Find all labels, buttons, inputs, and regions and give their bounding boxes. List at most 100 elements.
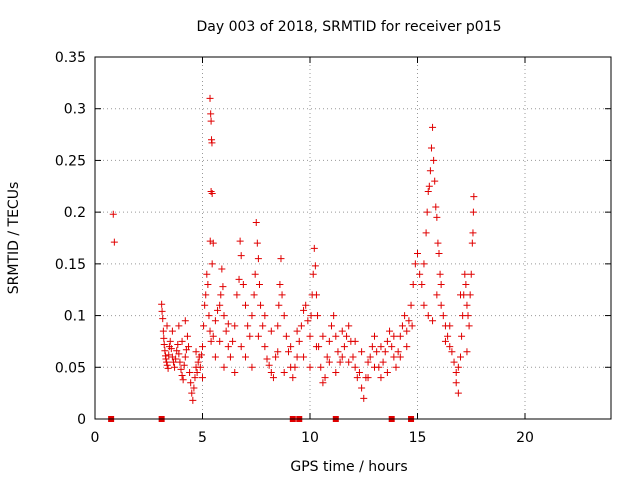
data-point <box>188 389 196 397</box>
data-point <box>390 353 398 361</box>
data-point <box>351 363 359 371</box>
data-point <box>426 167 434 175</box>
data-point <box>205 312 213 320</box>
plot-frame <box>94 56 612 420</box>
data-point <box>278 291 286 299</box>
data-point <box>189 396 197 404</box>
data-point <box>204 281 212 289</box>
data-point <box>267 368 275 376</box>
data-point <box>162 355 170 363</box>
data-point <box>250 291 258 299</box>
data-point <box>408 322 416 330</box>
data-point <box>325 337 333 345</box>
data-point <box>334 348 342 356</box>
data-point <box>207 110 215 118</box>
data-point <box>171 363 179 371</box>
data-point <box>430 156 438 164</box>
data-point <box>407 301 415 309</box>
data-point <box>194 358 202 366</box>
data-point <box>191 374 199 382</box>
data-point <box>309 270 317 278</box>
data-point <box>381 348 389 356</box>
data-point <box>202 291 210 299</box>
data-point <box>469 229 477 237</box>
data-point <box>219 283 227 291</box>
x-axis-label: GPS time / hours <box>290 459 407 475</box>
data-point <box>206 94 214 102</box>
data-point <box>229 337 237 345</box>
data-point <box>280 368 288 376</box>
data-point <box>314 312 322 320</box>
data-point <box>181 317 189 325</box>
data-point <box>199 343 206 351</box>
y-tick-label: 0.35 <box>55 50 86 66</box>
data-point <box>231 368 239 376</box>
data-point <box>109 210 117 218</box>
data-point <box>422 229 430 237</box>
data-point <box>332 368 340 376</box>
data-point <box>349 353 357 361</box>
data-point <box>175 350 183 358</box>
data-point <box>220 312 228 320</box>
data-point <box>351 337 359 345</box>
data-point <box>277 255 285 263</box>
data-point <box>340 343 348 351</box>
data-point <box>209 239 217 247</box>
data-point <box>435 250 443 258</box>
data-point <box>178 372 186 380</box>
data-point <box>312 291 320 299</box>
data-point <box>394 348 402 356</box>
data-point <box>165 351 173 359</box>
data-point <box>414 250 421 258</box>
data-point <box>388 343 396 351</box>
data-point <box>306 363 314 371</box>
data-point <box>310 244 318 252</box>
data-point <box>437 281 445 289</box>
data-point <box>259 322 267 330</box>
data-point <box>465 322 473 330</box>
axis-ticks: 0 0.05 0.1 0.15 0.2 0.25 0.3 0.35 0 5 10 15 20 <box>55 50 611 446</box>
data-point <box>306 332 314 340</box>
data-point <box>411 260 419 268</box>
data-point <box>166 337 174 345</box>
data-point <box>429 317 437 325</box>
data-point <box>248 312 256 320</box>
data-point <box>423 208 431 216</box>
data-point <box>302 301 310 309</box>
data-point <box>355 368 363 376</box>
data-point <box>276 281 284 289</box>
data-point <box>214 306 222 314</box>
data-point <box>163 358 171 366</box>
data-point <box>343 332 351 340</box>
data-point <box>364 358 372 366</box>
data-point <box>446 343 454 351</box>
data-point <box>168 327 176 335</box>
data-point <box>185 343 193 351</box>
data-point <box>192 348 200 356</box>
data-point <box>431 177 439 185</box>
data-point <box>448 348 456 356</box>
data-point <box>368 343 376 351</box>
y-tick-label: 0.1 <box>64 309 86 325</box>
data-point <box>353 374 361 382</box>
data-point <box>371 363 378 371</box>
data-point <box>321 374 329 382</box>
data-point <box>409 281 417 289</box>
data-point <box>246 332 254 340</box>
data-point <box>429 123 437 131</box>
data-point <box>452 379 460 387</box>
data-point <box>295 337 303 345</box>
data-point <box>251 270 259 278</box>
data-point <box>193 368 201 376</box>
data-point <box>464 312 472 320</box>
data-point <box>390 332 398 340</box>
data-point <box>325 358 333 366</box>
data-point <box>403 343 411 351</box>
data-point <box>462 281 470 289</box>
data-point <box>379 358 387 366</box>
data-point <box>261 312 269 320</box>
data-point <box>360 394 368 402</box>
data-point <box>319 332 327 340</box>
